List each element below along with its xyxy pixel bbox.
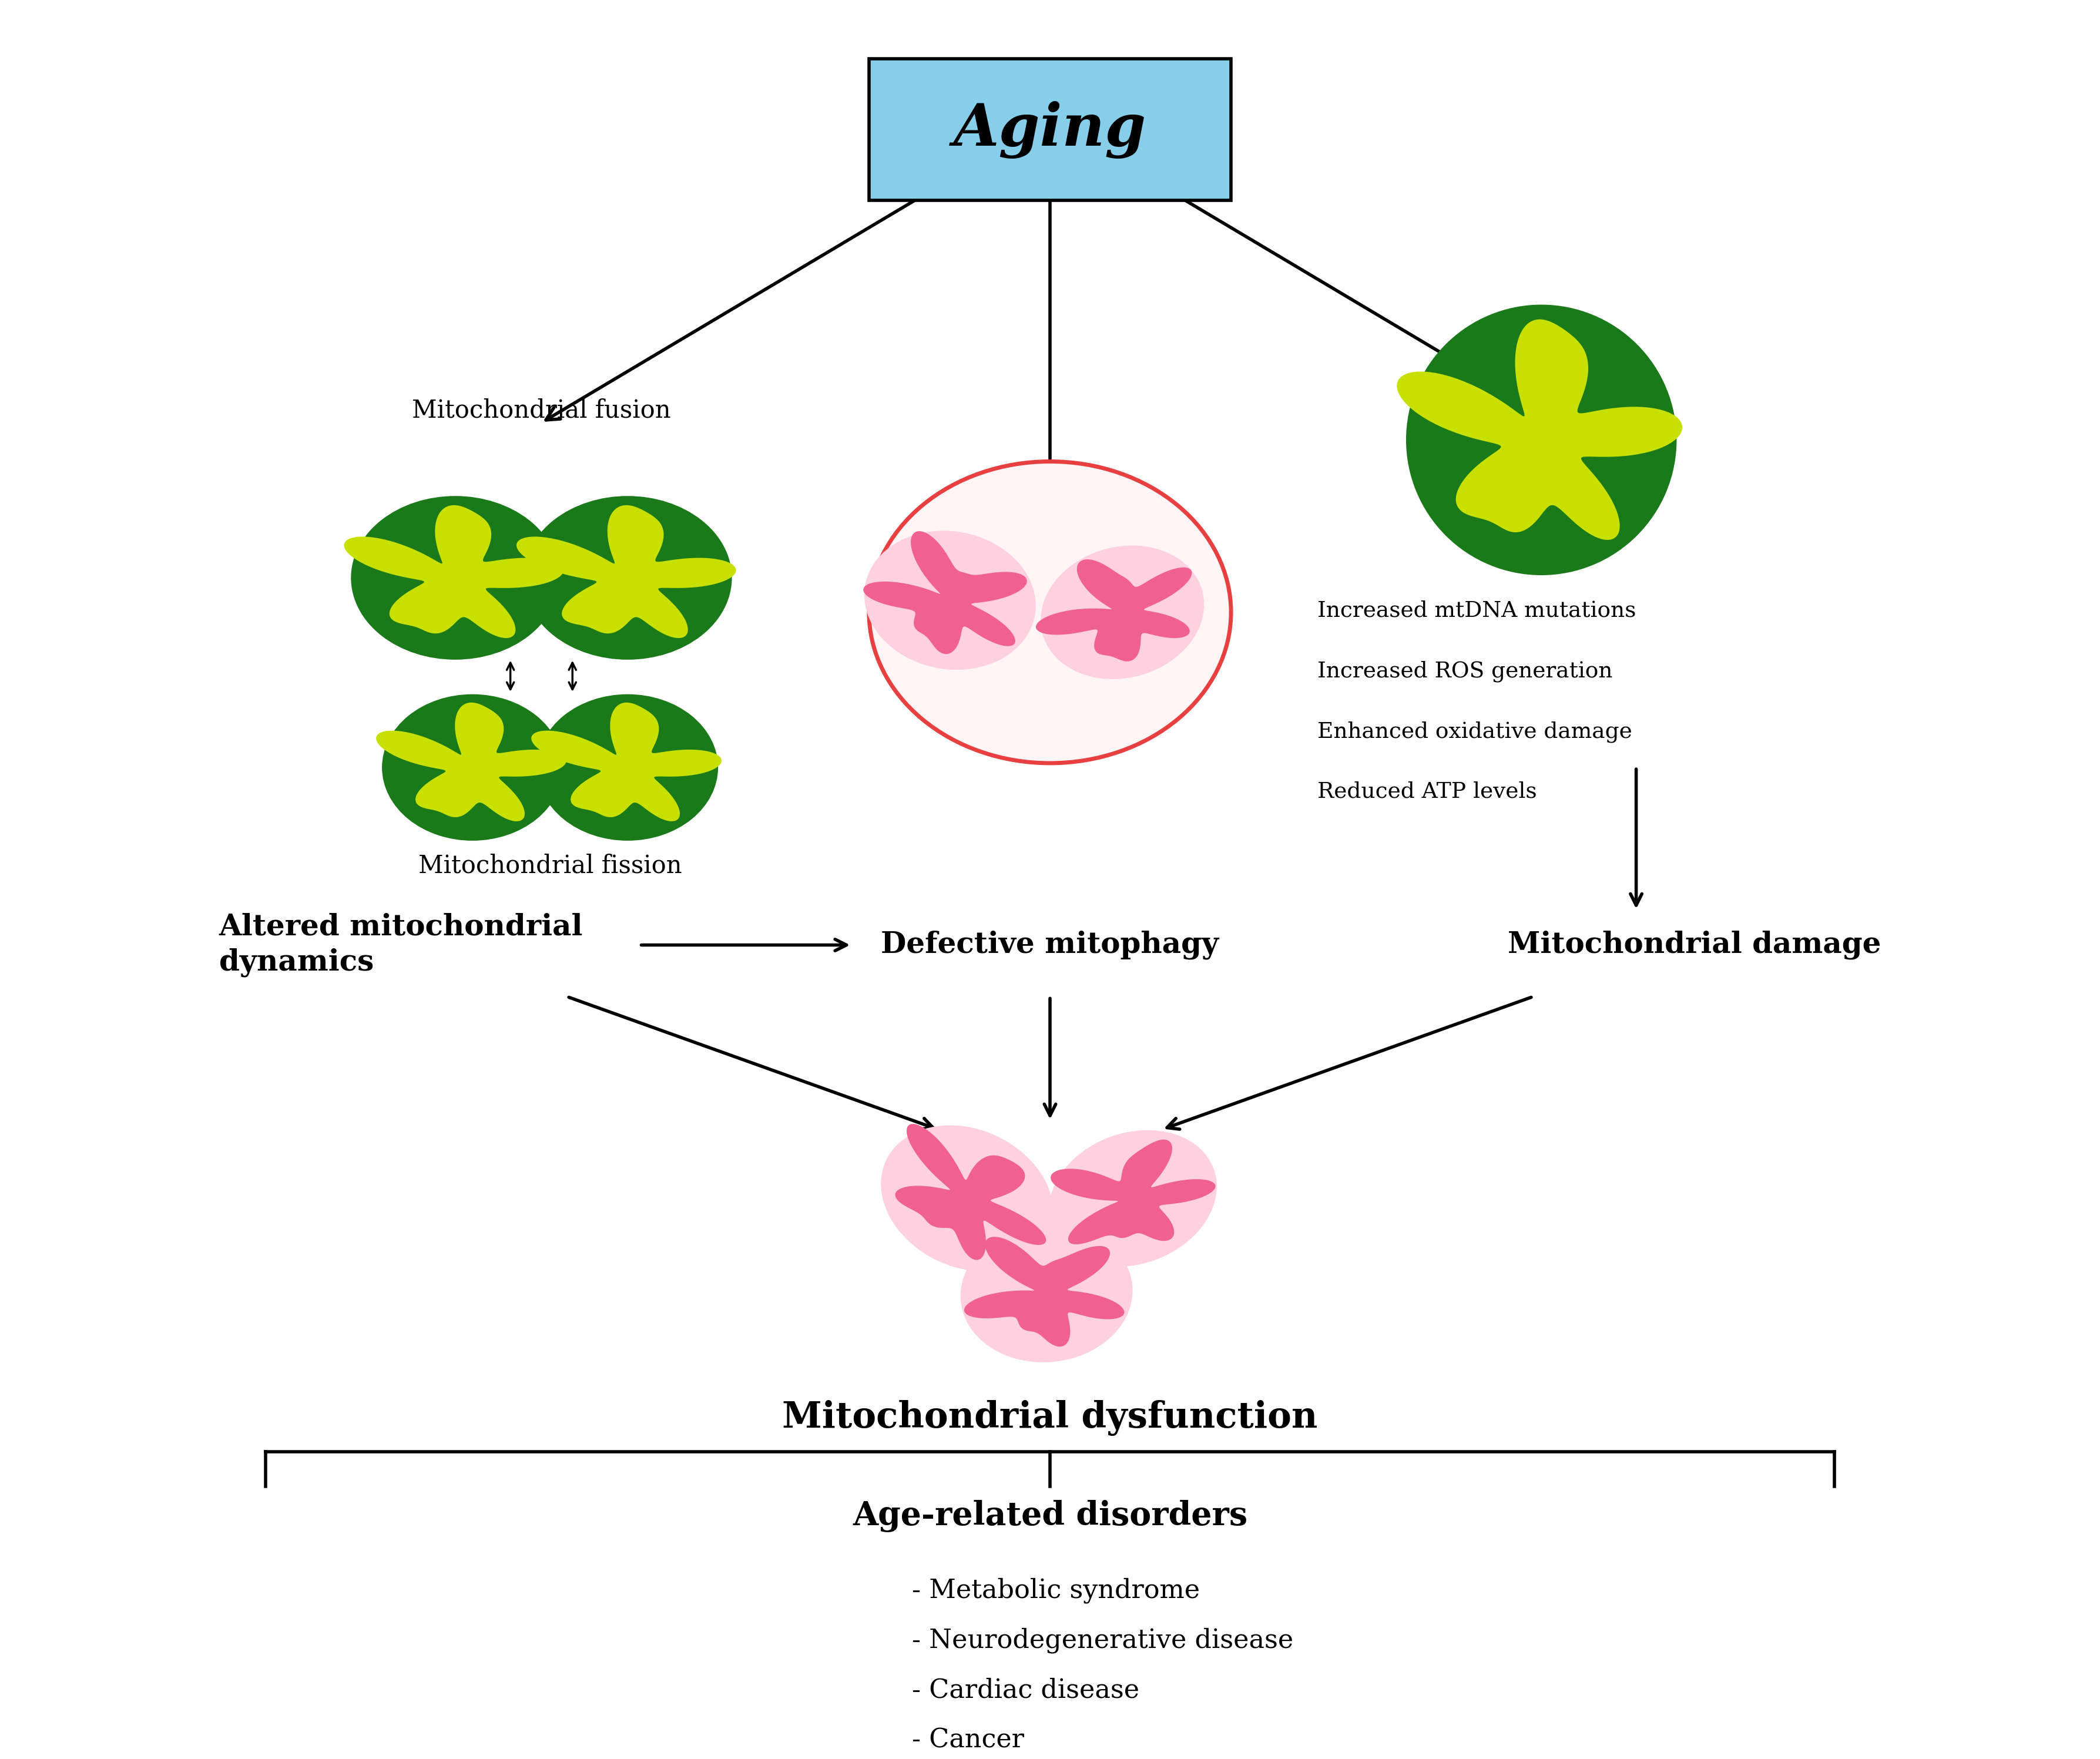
Ellipse shape	[353, 496, 559, 660]
Ellipse shape	[880, 1126, 1054, 1272]
Ellipse shape	[538, 695, 718, 839]
Text: - Neurodegenerative disease: - Neurodegenerative disease	[911, 1627, 1294, 1653]
Ellipse shape	[865, 531, 1035, 670]
Polygon shape	[517, 505, 737, 639]
Text: Mitochondrial dysfunction: Mitochondrial dysfunction	[781, 1400, 1319, 1435]
Ellipse shape	[1042, 545, 1203, 679]
Ellipse shape	[382, 695, 563, 839]
Polygon shape	[376, 702, 567, 821]
Text: Mitochondrial fusion: Mitochondrial fusion	[412, 398, 670, 422]
Ellipse shape	[525, 496, 731, 660]
Polygon shape	[895, 1124, 1046, 1259]
Ellipse shape	[1407, 306, 1676, 575]
Text: Increased ROS generation: Increased ROS generation	[1317, 661, 1613, 682]
Ellipse shape	[869, 461, 1231, 763]
Polygon shape	[1035, 559, 1193, 661]
Polygon shape	[863, 531, 1027, 654]
Text: Defective mitophagy: Defective mitophagy	[882, 931, 1218, 960]
Polygon shape	[344, 505, 563, 639]
Ellipse shape	[1048, 1129, 1216, 1266]
Polygon shape	[964, 1237, 1124, 1347]
Text: Mitochondrial fission: Mitochondrial fission	[418, 853, 682, 878]
Text: Mitochondrial damage: Mitochondrial damage	[1508, 931, 1882, 960]
Text: - Metabolic syndrome: - Metabolic syndrome	[911, 1578, 1199, 1602]
Text: Reduced ATP levels: Reduced ATP levels	[1317, 781, 1537, 802]
Polygon shape	[1050, 1140, 1216, 1244]
Text: Enhanced oxidative damage: Enhanced oxidative damage	[1317, 721, 1632, 742]
FancyBboxPatch shape	[869, 60, 1231, 201]
Polygon shape	[1396, 320, 1682, 540]
Text: Aging: Aging	[953, 100, 1147, 158]
Text: Age-related disorders: Age-related disorders	[853, 1500, 1247, 1532]
Text: - Cancer: - Cancer	[911, 1727, 1025, 1754]
Text: - Cardiac disease: - Cardiac disease	[911, 1678, 1140, 1703]
Polygon shape	[531, 702, 722, 821]
Text: Altered mitochondrial
dynamics: Altered mitochondrial dynamics	[218, 913, 584, 978]
Text: Increased mtDNA mutations: Increased mtDNA mutations	[1317, 600, 1636, 621]
Ellipse shape	[960, 1224, 1132, 1361]
